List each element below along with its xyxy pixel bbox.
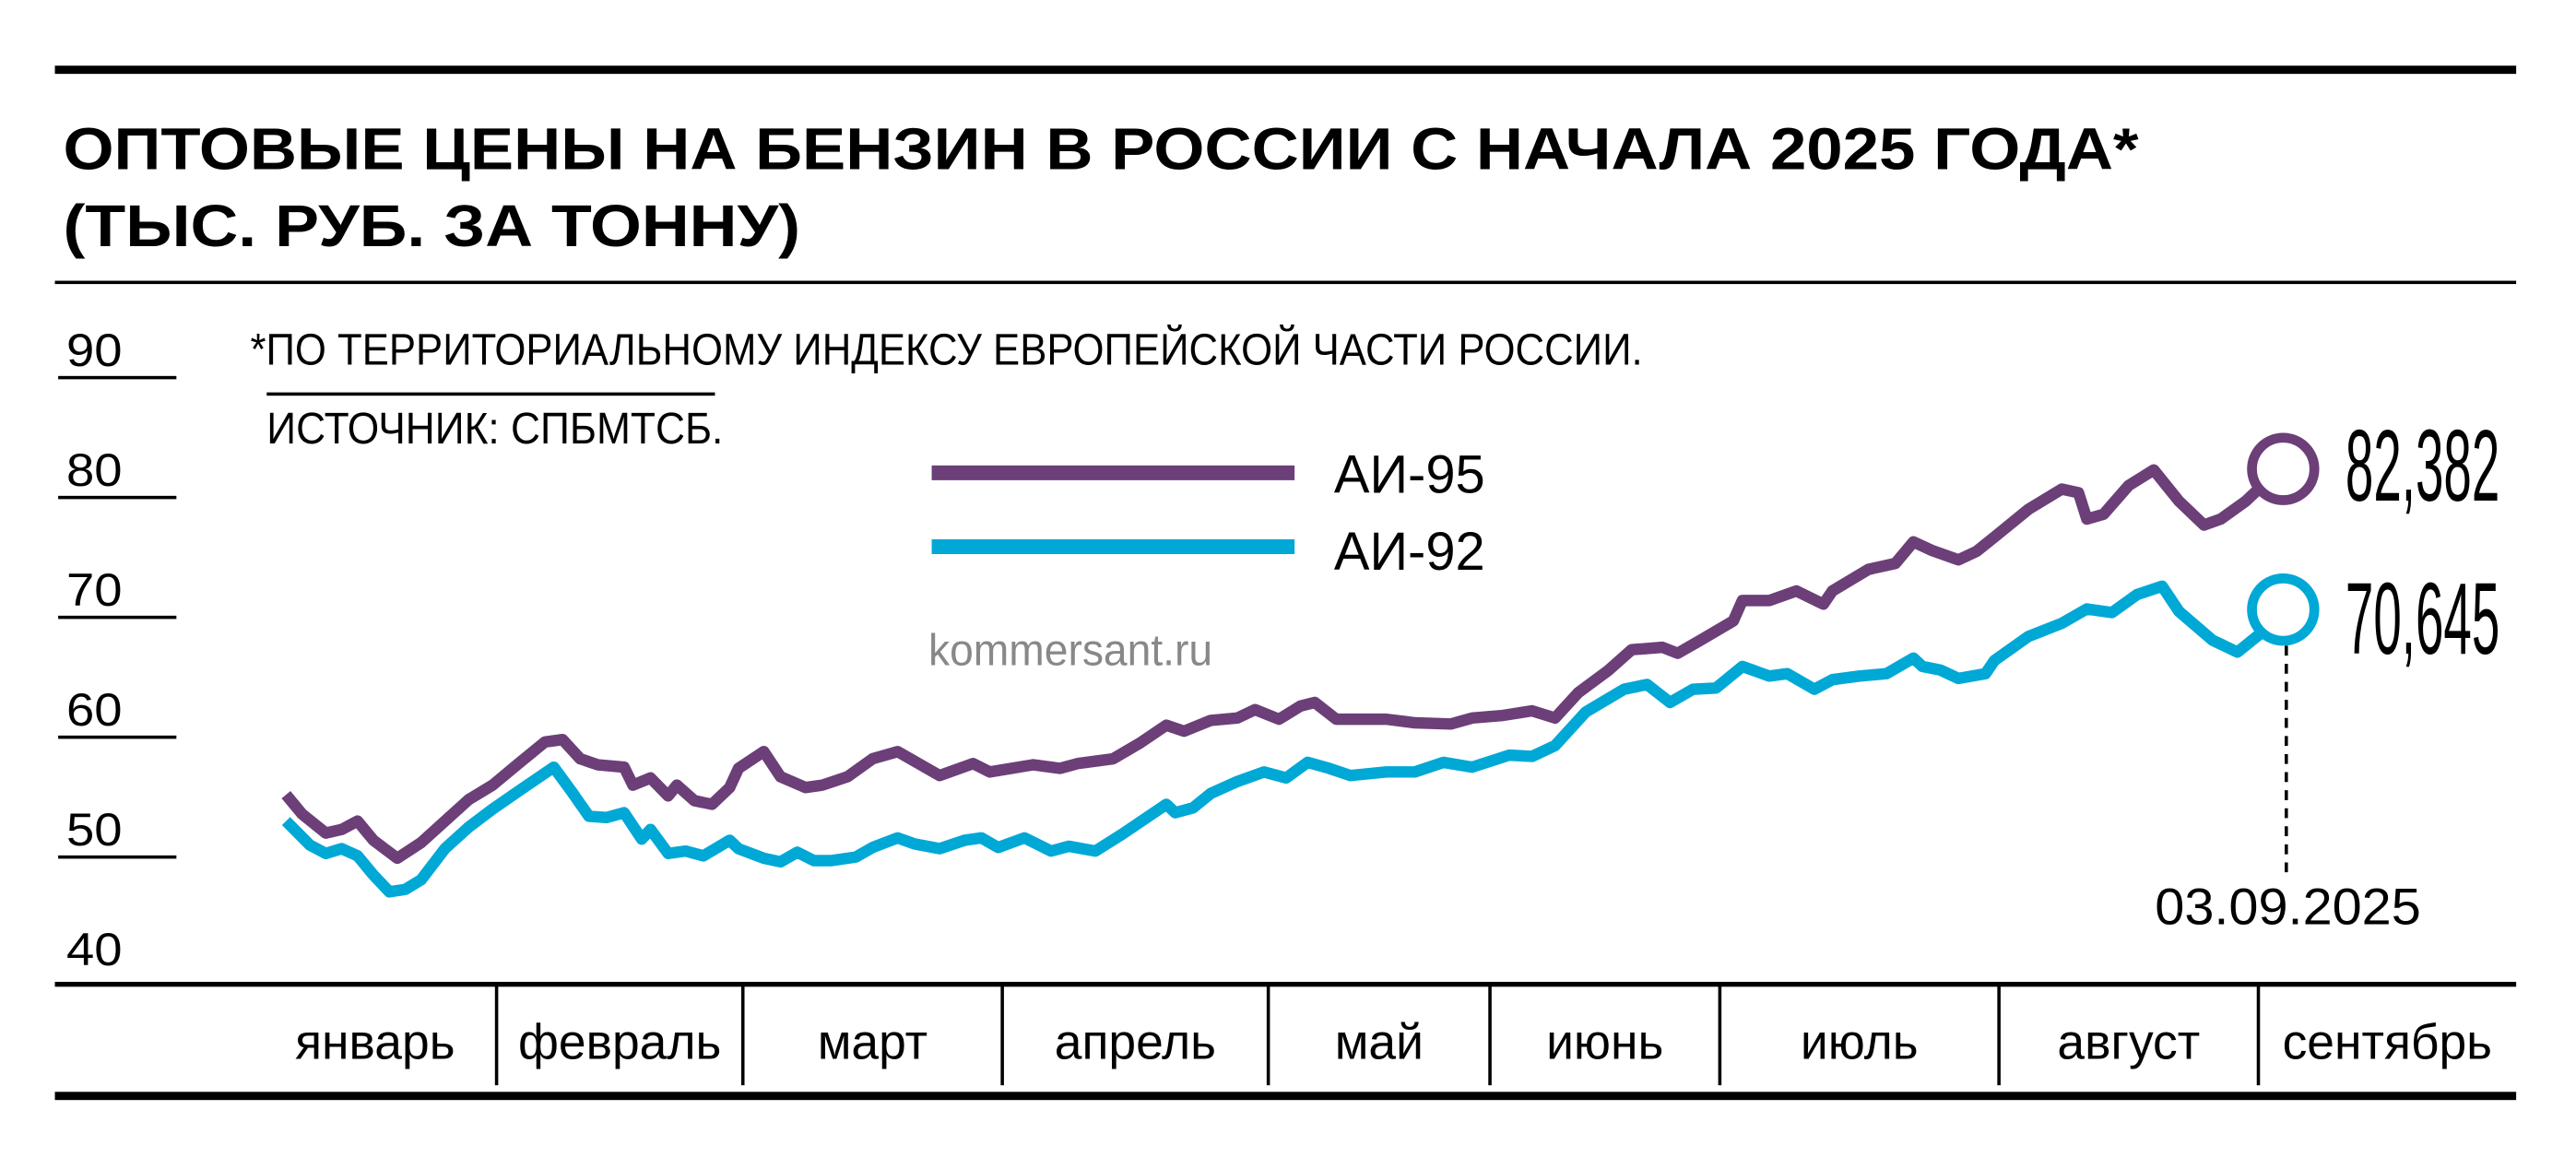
footnote-rule bbox=[266, 392, 715, 396]
x-month-label: август bbox=[2057, 1016, 2200, 1070]
y-axis: 40 50 60 70 80 90 bbox=[58, 325, 177, 975]
month-divider bbox=[1997, 985, 2001, 1086]
end-value-ai95: 82,382 bbox=[2346, 409, 2499, 523]
date-annotation: 03.09.2025 bbox=[2155, 879, 2421, 936]
y-tick-label: 60 bbox=[66, 684, 123, 736]
y-tick-label: 50 bbox=[66, 804, 123, 856]
bottom-rule bbox=[54, 1092, 2517, 1101]
y-tick-line bbox=[58, 615, 177, 620]
end-point-marker bbox=[2247, 432, 2320, 505]
end-point-marker bbox=[2247, 573, 2320, 646]
x-axis-line bbox=[54, 981, 2517, 987]
y-tick-label: 40 bbox=[66, 924, 123, 975]
series-line-ai92 bbox=[281, 580, 2285, 898]
x-month-label: май bbox=[1335, 1016, 1424, 1070]
x-month-label: июль bbox=[1801, 1016, 1919, 1070]
chart-title-line2: (ТЫС. РУБ. ЗА ТОННУ) bbox=[63, 193, 800, 259]
y-tick-line bbox=[58, 375, 177, 380]
month-divider bbox=[494, 985, 499, 1086]
chart-title-line1: ОПТОВЫЕ ЦЕНЫ НА БЕНЗИН В РОССИИ С НАЧАЛА… bbox=[63, 115, 2138, 182]
legend-label-ai92: АИ-92 bbox=[1334, 522, 1485, 582]
month-divider bbox=[1266, 985, 1270, 1086]
y-tick-label: 70 bbox=[66, 564, 123, 616]
y-tick-line bbox=[58, 735, 177, 739]
footnote: *ПО ТЕРРИТОРИАЛЬНОМУ ИНДЕКСУ ЕВРОПЕЙСКОЙ… bbox=[250, 324, 1642, 374]
x-month-label: апрель bbox=[1055, 1016, 1216, 1070]
y-tick-line bbox=[58, 855, 177, 859]
x-axis: январь февраль март апрель май июнь июль август… bbox=[295, 985, 2492, 1086]
source-note: ИСТОЧНИК: СПБМТСБ. bbox=[266, 404, 723, 454]
x-month-label: февраль bbox=[518, 1016, 721, 1070]
y-tick-line bbox=[58, 495, 177, 500]
y-tick-label: 90 bbox=[66, 325, 123, 376]
x-month-label: март bbox=[818, 1016, 928, 1070]
series-line-ai95 bbox=[281, 464, 2285, 865]
top-rule bbox=[54, 65, 2517, 75]
month-divider bbox=[1718, 985, 1722, 1086]
y-tick-label: 80 bbox=[66, 444, 123, 496]
month-divider bbox=[1000, 985, 1004, 1086]
month-divider bbox=[2256, 985, 2261, 1086]
end-value-ai92: 70,645 bbox=[2346, 562, 2499, 676]
x-month-label: январь bbox=[295, 1016, 455, 1070]
month-divider bbox=[1488, 985, 1492, 1086]
legend-label-ai95: АИ-95 bbox=[1334, 444, 1485, 504]
watermark: kommersant.ru bbox=[928, 625, 1212, 675]
x-month-label: сентябрь bbox=[2283, 1016, 2492, 1070]
title-rule bbox=[54, 280, 2517, 285]
series-group bbox=[281, 432, 2320, 898]
month-divider bbox=[740, 985, 745, 1086]
x-month-label: июнь bbox=[1546, 1016, 1663, 1070]
